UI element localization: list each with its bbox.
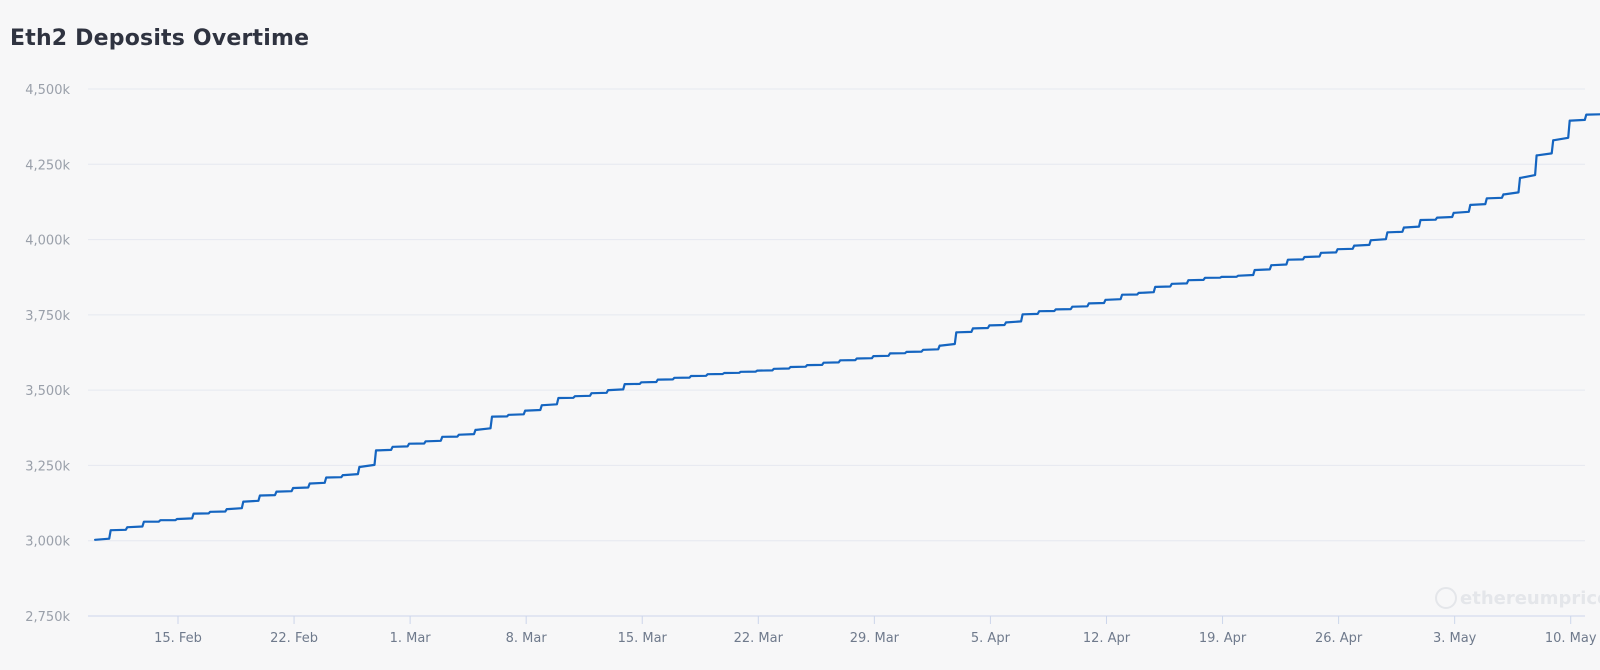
y-axis-ticks: 2,750k 3,000k 3,250k 3,500k 3,750k 4,000k 4,25… [25, 83, 70, 625]
y-tick-label: 4,250k [25, 158, 70, 173]
watermark: ethereumprice [1435, 587, 1600, 609]
y-tick-label: 3,250k [25, 459, 70, 474]
x-tick-label: 12. Apr [1083, 631, 1131, 646]
x-tick-label: 10. May [1545, 631, 1597, 646]
y-tick-label: 4,000k [25, 234, 70, 249]
chart-title: Eth2 Deposits Overtime [10, 26, 310, 51]
x-tick-label: 1. Mar [390, 631, 432, 646]
y-tick-label: 2,750k [25, 610, 70, 625]
watermark-text: ethereumprice [1460, 588, 1600, 609]
x-tick-label: 22. Mar [734, 631, 784, 646]
watermark-logo-icon [1435, 587, 1457, 609]
x-tick-label: 3. May [1433, 631, 1477, 646]
x-tick-label: 19. Apr [1199, 631, 1247, 646]
x-tick-label: 5. Apr [971, 631, 1011, 646]
y-tick-label: 3,750k [25, 309, 70, 324]
x-tick-label: 15. Mar [618, 631, 668, 646]
x-tick-label: 8. Mar [506, 631, 548, 646]
series-line-deposits [94, 113, 1600, 541]
x-axis-ticks: 15. Feb 22. Feb 1. Mar 8. Mar 15. Mar 22. Mar… [154, 616, 1597, 646]
x-tick-label: 22. Feb [270, 631, 318, 646]
x-tick-label: 15. Feb [154, 631, 202, 646]
x-tick-label: 29. Mar [850, 631, 900, 646]
y-tick-label: 4,500k [25, 83, 70, 98]
gridlines [88, 88, 1585, 542]
y-tick-label: 3,500k [25, 384, 70, 399]
x-tick-label: 26. Apr [1315, 631, 1363, 646]
y-tick-label: 3,000k [25, 535, 70, 550]
